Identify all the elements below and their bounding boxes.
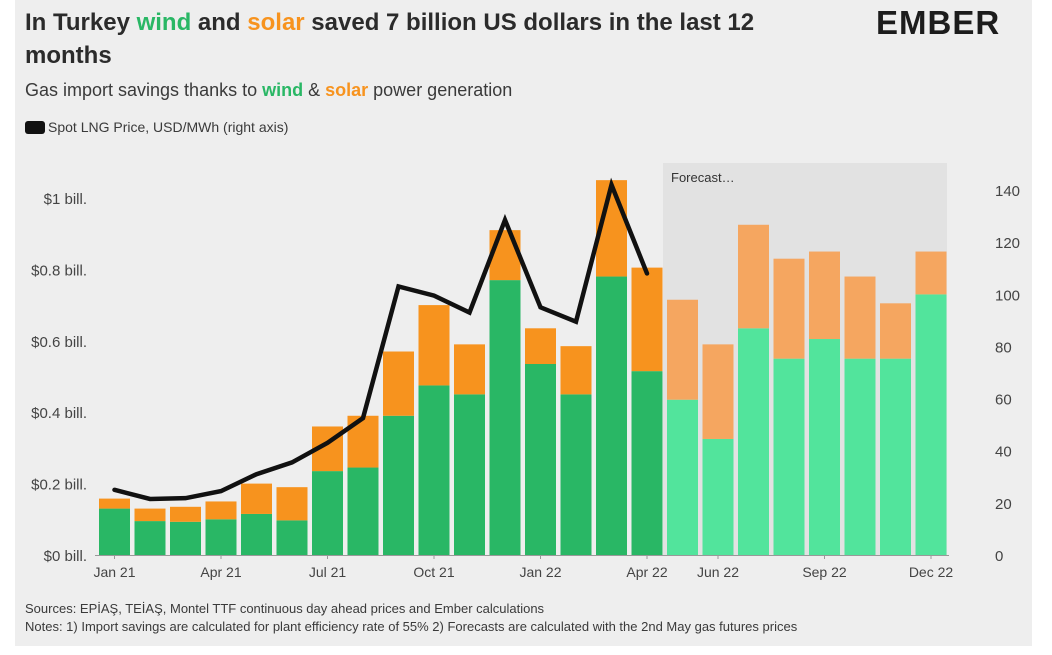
title-solar-word: solar — [247, 9, 305, 36]
chart-title: In Turkey wind and solar saved 7 billion… — [25, 6, 845, 72]
x-axis-tick-label: Jul 21 — [309, 564, 347, 580]
title-text-2: and — [191, 9, 248, 36]
bar-wind-aug-21 — [347, 467, 379, 555]
bar-wind-mar-22 — [596, 276, 627, 555]
x-axis-tick-label: Jan 22 — [519, 564, 561, 580]
title-wind-word: wind — [136, 9, 192, 36]
bar-wind-jun-21 — [276, 520, 308, 555]
bar-solar-jul-22 — [738, 224, 769, 329]
bar-solar-may-22 — [667, 299, 698, 400]
bar-solar-dec-22 — [915, 251, 947, 295]
bar-solar-sep-21 — [383, 351, 414, 416]
bar-solar-feb-22 — [560, 346, 592, 395]
legend-label: Spot LNG Price, USD/MWh (right axis) — [48, 119, 289, 135]
left-axis-tick-label: $1 bill. — [44, 191, 87, 208]
bar-wind-nov-21 — [454, 394, 485, 555]
subtitle-wind-word: wind — [262, 80, 304, 100]
legend-line-swatch — [25, 121, 45, 134]
bar-wind-dec-22 — [915, 294, 947, 555]
bar-wind-mar-21 — [170, 521, 201, 555]
legend: Spot LNG Price, USD/MWh (right axis) — [25, 119, 288, 135]
title-text-3: saved 7 billion US dollars in the last 1… — [25, 9, 755, 69]
right-axis-tick-label: 20 — [995, 496, 1012, 513]
right-axis-tick-label: 140 — [995, 183, 1020, 200]
subtitle-text-2: power generation — [368, 80, 513, 100]
left-axis-tick-label: $0.8 bill. — [31, 262, 87, 279]
bar-wind-dec-21 — [489, 280, 521, 555]
bar-wind-nov-22 — [880, 358, 911, 555]
bar-solar-jan-21 — [99, 498, 130, 509]
bar-wind-jul-22 — [738, 328, 769, 555]
subtitle-solar-word: solar — [325, 80, 369, 100]
bar-solar-apr-22 — [631, 267, 663, 372]
title-text-1: In Turkey — [25, 9, 137, 36]
bar-wind-jul-21 — [312, 471, 343, 555]
chart-subtitle: Gas import savings thanks to wind & sola… — [25, 80, 512, 101]
x-axis-tick-label: Oct 21 — [413, 564, 454, 580]
bar-solar-sep-22 — [809, 251, 840, 340]
bar-solar-aug-22 — [773, 258, 805, 359]
bar-wind-jan-21 — [99, 508, 130, 555]
subtitle-text-1: Gas import savings thanks to — [25, 80, 263, 100]
chart-svg: Forecast… $0 bill. $0.2 bill. $0.4 bill. $0… — [31, 163, 1020, 580]
bar-wind-apr-22 — [631, 371, 663, 555]
subtitle-amp: & — [303, 80, 326, 100]
bar-solar-jun-22 — [702, 344, 734, 439]
bar-wind-jan-22 — [525, 364, 556, 555]
left-axis-tick-label: $0 bill. — [44, 548, 87, 565]
bar-solar-feb-21 — [134, 508, 166, 522]
bar-solar-apr-21 — [205, 501, 237, 520]
forecast-label: Forecast… — [671, 170, 735, 185]
lng-price-line — [112, 177, 650, 502]
bar-solar-may-21 — [241, 483, 272, 514]
x-axis-tick-label: Apr 22 — [626, 564, 667, 580]
bar-wind-oct-22 — [844, 358, 876, 555]
x-axis-tick-label: Jun 22 — [697, 564, 739, 580]
right-axis-tick-label: 120 — [995, 235, 1020, 252]
bar-wind-sep-22 — [809, 339, 840, 555]
bar-wind-feb-21 — [134, 521, 166, 555]
bar-solar-nov-22 — [880, 303, 911, 359]
right-axis-tick-label: 0 — [995, 548, 1003, 565]
x-axis-tick-label: Sep 22 — [802, 564, 847, 580]
bar-solar-mar-21 — [170, 506, 201, 522]
bar-wind-apr-21 — [205, 519, 237, 555]
left-axis-tick-label: $0.4 bill. — [31, 405, 87, 422]
notes-text: Notes: 1) Import savings are calculated … — [25, 619, 798, 634]
bar-wind-may-21 — [241, 513, 272, 555]
bar-solar-oct-22 — [844, 276, 876, 359]
x-axis-tick-label: Jan 21 — [93, 564, 135, 580]
right-axis-tick-label: 100 — [995, 287, 1020, 304]
bar-wind-may-22 — [667, 399, 698, 555]
left-axis-tick-label: $0.2 bill. — [31, 477, 87, 494]
right-axis-tick-label: 60 — [995, 392, 1012, 409]
bar-wind-jun-22 — [702, 438, 734, 555]
bar-wind-sep-21 — [383, 415, 414, 555]
footer: Sources: EPİAŞ, TEİAŞ, Montel TTF contin… — [25, 600, 797, 636]
bar-wind-aug-22 — [773, 358, 805, 555]
sources-note: Sources: EPİAŞ, TEİAŞ, Montel TTF contin… — [25, 601, 545, 616]
x-axis-tick-label: Apr 21 — [200, 564, 241, 580]
right-axis-tick-label: 80 — [995, 339, 1012, 356]
bar-solar-jun-21 — [276, 487, 308, 521]
right-axis-tick-label: 40 — [995, 444, 1012, 461]
x-axis-tick-label: Dec 22 — [909, 564, 954, 580]
bar-wind-feb-22 — [560, 394, 592, 555]
ember-logo: EMBER — [876, 4, 1001, 41]
bar-solar-nov-21 — [454, 344, 485, 395]
bar-solar-oct-21 — [418, 305, 450, 386]
bar-solar-jan-22 — [525, 328, 556, 365]
bar-solar-dec-21 — [489, 230, 521, 281]
left-axis-tick-label: $0.6 bill. — [31, 334, 87, 351]
bar-wind-oct-21 — [418, 385, 450, 555]
